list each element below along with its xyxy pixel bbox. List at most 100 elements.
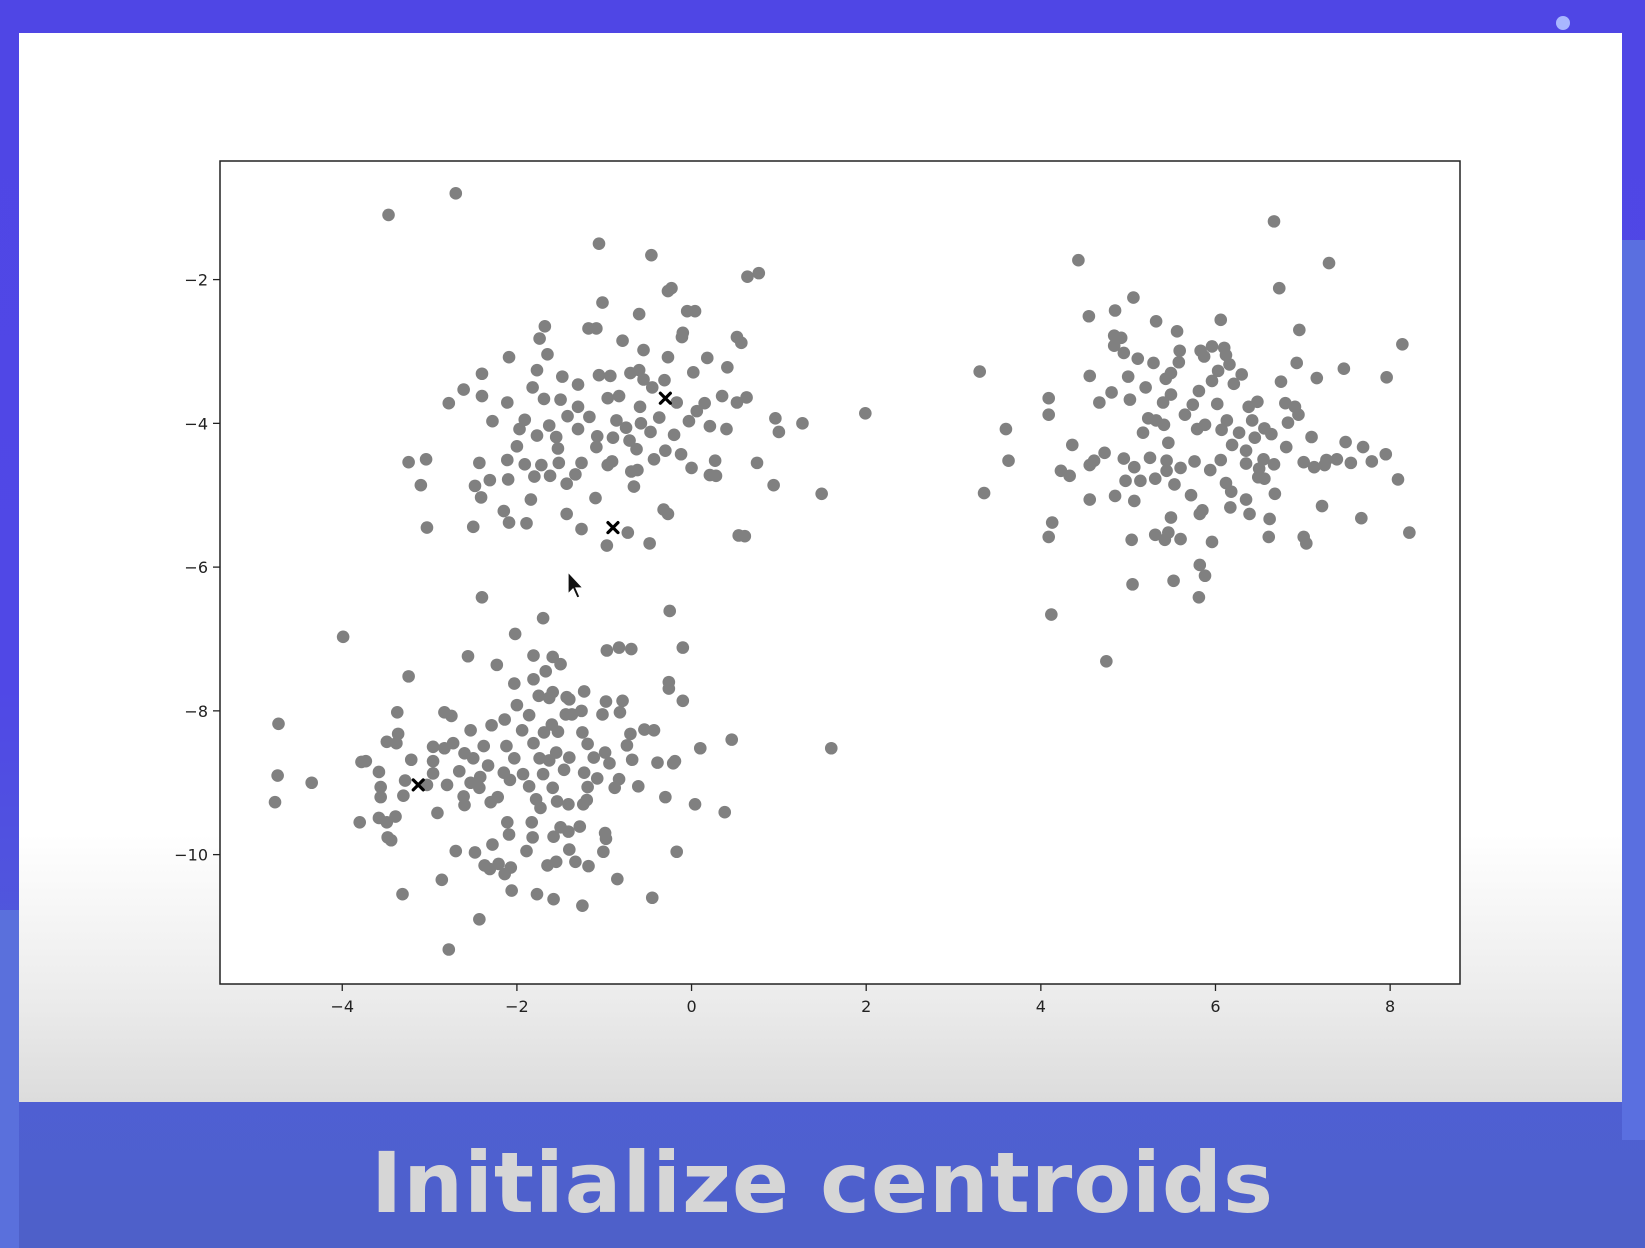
data-point	[557, 763, 571, 777]
data-point	[536, 767, 550, 781]
data-point	[587, 751, 601, 764]
data-point	[663, 604, 677, 618]
data-point	[603, 757, 616, 770]
data-point	[581, 737, 594, 751]
data-point	[1248, 431, 1262, 445]
data-point	[355, 755, 368, 769]
data-point	[1174, 532, 1187, 546]
data-point	[1355, 511, 1368, 525]
data-point	[1297, 455, 1310, 469]
data-point	[486, 838, 499, 851]
centroid-marker	[411, 778, 425, 792]
data-point	[1279, 440, 1293, 454]
data-point	[520, 516, 533, 530]
data-point	[382, 208, 395, 222]
data-point	[533, 332, 546, 345]
data-point	[1172, 355, 1186, 369]
data-point	[1162, 526, 1175, 539]
data-point	[1281, 416, 1295, 429]
data-point	[507, 677, 521, 690]
data-point	[624, 465, 638, 478]
data-point	[481, 759, 495, 772]
data-point	[1162, 436, 1175, 450]
data-point	[709, 469, 723, 483]
data-point	[1279, 396, 1292, 410]
data-point	[721, 360, 734, 374]
data-point	[530, 363, 544, 377]
data-point	[513, 422, 526, 436]
data-point	[374, 790, 387, 804]
data-point	[676, 326, 690, 340]
data-point	[661, 350, 675, 364]
data-point	[452, 764, 466, 778]
x-tick-label: 8	[1385, 997, 1395, 1016]
data-point	[1131, 352, 1145, 365]
data-point	[624, 727, 637, 741]
data-point	[551, 442, 565, 455]
data-point	[402, 670, 415, 683]
data-point	[1205, 374, 1219, 388]
data-point	[590, 322, 603, 335]
data-point	[1263, 512, 1276, 526]
data-point	[502, 350, 516, 364]
data-point	[575, 522, 588, 536]
data-point	[473, 456, 486, 470]
data-point	[620, 739, 634, 752]
data-point	[651, 756, 664, 769]
data-point	[686, 366, 700, 379]
data-point	[659, 790, 672, 804]
data-point	[619, 421, 633, 434]
data-point	[565, 708, 579, 721]
data-point	[1224, 501, 1237, 514]
data-point	[688, 304, 702, 318]
data-point	[1272, 281, 1286, 295]
data-point	[1063, 469, 1076, 483]
data-point	[1083, 493, 1097, 506]
data-point	[1318, 458, 1331, 472]
data-point	[600, 539, 614, 552]
data-point	[703, 419, 717, 433]
data-point	[1186, 398, 1200, 411]
data-point	[670, 845, 684, 859]
data-point	[583, 410, 596, 424]
data-point	[667, 428, 681, 442]
data-point	[647, 452, 661, 466]
data-point	[1045, 516, 1059, 529]
data-point	[466, 752, 480, 765]
data-point	[624, 366, 637, 380]
data-point	[1193, 558, 1207, 572]
data-point	[608, 781, 622, 795]
data-point	[546, 781, 560, 795]
data-point	[600, 644, 614, 657]
data-point	[569, 855, 582, 869]
data-point	[577, 766, 591, 779]
data-point	[473, 770, 487, 784]
data-point	[1215, 423, 1228, 437]
data-point	[1148, 528, 1162, 542]
data-point	[547, 830, 560, 843]
data-point	[752, 266, 766, 280]
data-point	[1242, 400, 1255, 414]
data-point	[535, 458, 548, 472]
data-point	[1214, 313, 1228, 327]
data-point	[550, 795, 564, 808]
data-point	[477, 739, 491, 753]
x-tick-label: 6	[1210, 997, 1220, 1016]
data-point	[637, 343, 650, 357]
data-point	[769, 412, 782, 425]
plot-frame	[219, 160, 1461, 985]
data-point	[670, 396, 684, 409]
data-point	[1196, 504, 1209, 517]
data-point	[859, 406, 872, 420]
data-point	[552, 456, 566, 470]
data-point	[612, 641, 626, 654]
data-point	[1119, 474, 1132, 488]
data-point	[1203, 463, 1217, 477]
data-point	[1235, 368, 1248, 381]
data-point	[426, 767, 440, 780]
data-point	[662, 675, 676, 689]
data-point	[652, 411, 666, 424]
data-point	[449, 844, 463, 858]
data-point	[1127, 460, 1141, 474]
data-point	[527, 736, 540, 750]
